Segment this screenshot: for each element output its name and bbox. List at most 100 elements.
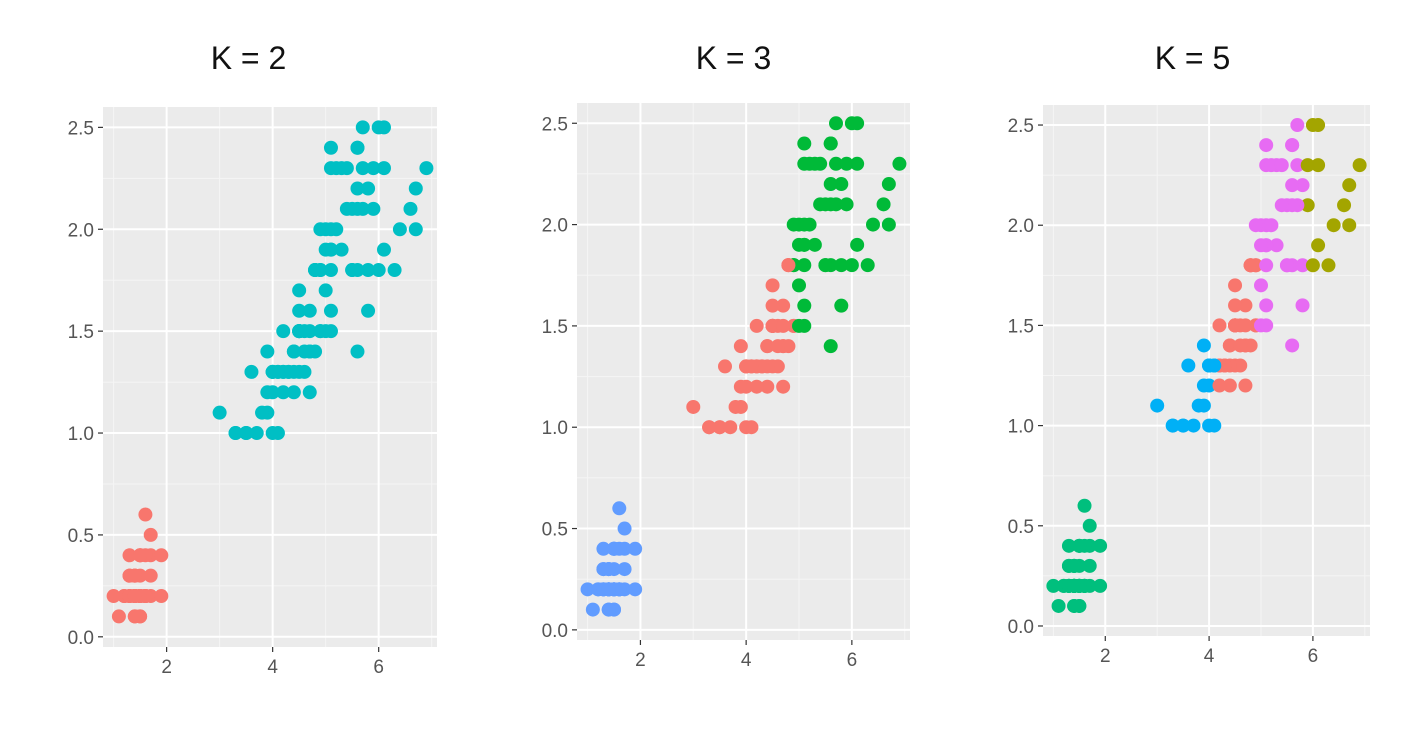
data-point: [596, 541, 611, 556]
data-point: [770, 339, 785, 354]
data-point: [323, 324, 338, 339]
data-point: [1295, 298, 1310, 313]
data-point: [255, 405, 270, 420]
scatter-plot-k2: 2 4 6 0.0 0.5 1.0 1.5 2.0 2.5: [68, 107, 437, 678]
data-point: [392, 222, 407, 237]
data-point: [1269, 238, 1284, 253]
data-point: [1072, 538, 1087, 553]
data-point: [760, 379, 775, 394]
data-point: [1212, 318, 1227, 333]
data-point: [818, 258, 833, 273]
x-tick-label: 2: [1100, 646, 1111, 667]
data-point: [270, 364, 285, 379]
data-point: [1196, 338, 1211, 353]
data-point: [1311, 158, 1326, 173]
data-point: [1082, 518, 1097, 533]
data-point: [876, 197, 891, 212]
data-point: [1290, 158, 1305, 173]
data-point: [797, 136, 812, 151]
data-point: [228, 426, 243, 441]
data-point: [1264, 218, 1279, 233]
data-point: [1217, 358, 1232, 373]
data-point: [1274, 158, 1289, 173]
data-point: [111, 609, 126, 624]
data-point: [1067, 598, 1082, 613]
data-point: [1311, 118, 1326, 133]
panel-k5: K = 5 2 4 6 0.0 0.5 1.0 1.5 2.0 2.5: [946, 0, 1419, 739]
y-tick-label: 2.5: [68, 118, 94, 139]
data-point: [127, 568, 142, 583]
data-point: [1285, 338, 1300, 353]
x-tick-label: 6: [847, 650, 858, 671]
data-point: [839, 197, 854, 212]
data-point: [802, 217, 817, 232]
y-tick-label: 0.0: [68, 628, 94, 649]
y-tick-label: 2.5: [1008, 116, 1034, 137]
y-tick-label: 2.0: [1008, 216, 1034, 237]
data-point: [1186, 418, 1201, 433]
data-point: [1259, 298, 1274, 313]
chart-title: K = 5: [1154, 40, 1231, 76]
data-point: [1238, 298, 1253, 313]
data-point: [345, 263, 360, 278]
data-point: [1207, 418, 1222, 433]
data-point: [834, 177, 849, 192]
scatter-plot-k5: 2 4 6 0.0 0.5 1.0 1.5 2.0 2.5: [1008, 105, 1370, 667]
data-point: [892, 156, 907, 171]
data-point: [792, 237, 806, 252]
data-point: [122, 548, 137, 563]
data-point: [350, 201, 365, 216]
data-point: [286, 344, 301, 359]
data-point: [786, 217, 801, 232]
data-point: [318, 283, 333, 298]
data-point: [1082, 558, 1097, 573]
data-point: [1326, 218, 1341, 233]
data-point: [776, 379, 791, 394]
data-point: [744, 420, 759, 435]
data-point: [408, 181, 423, 196]
data-point: [702, 420, 717, 435]
data-point: [212, 405, 227, 420]
data-point: [1259, 258, 1274, 273]
data-point: [749, 379, 764, 394]
data-point: [302, 303, 317, 318]
data-point: [1342, 218, 1357, 233]
y-tick-label: 0.0: [1008, 617, 1034, 638]
data-point: [1181, 358, 1196, 373]
data-point: [770, 359, 785, 374]
data-point: [260, 344, 275, 359]
data-point: [318, 242, 333, 257]
y-tick-label: 0.5: [68, 526, 94, 547]
data-point: [612, 501, 627, 516]
data-point: [292, 283, 307, 298]
data-point: [823, 177, 838, 192]
x-tick-label: 2: [635, 650, 646, 671]
panel-k3: K = 3 2 4 6 0.0 0.5 1.0 1.5 2.0 2.5: [473, 0, 946, 739]
data-point: [797, 298, 812, 313]
data-point: [143, 568, 158, 583]
chart-title: K = 2: [210, 40, 287, 76]
data-point: [1165, 418, 1180, 433]
data-point: [376, 161, 391, 176]
data-point: [686, 399, 701, 414]
data-point: [844, 258, 859, 273]
data-point: [329, 222, 344, 237]
data-point: [813, 156, 828, 171]
data-point: [308, 263, 323, 278]
data-point: [866, 217, 880, 232]
data-point: [1342, 178, 1357, 193]
data-point: [313, 222, 328, 237]
data-point: [339, 201, 354, 216]
data-point: [776, 298, 791, 313]
data-point: [850, 156, 865, 171]
data-point: [371, 263, 386, 278]
data-point: [1290, 118, 1305, 133]
data-point: [249, 426, 264, 441]
data-point: [601, 602, 616, 617]
data-point: [807, 237, 822, 252]
data-point: [823, 136, 838, 151]
data-point: [276, 385, 291, 400]
data-point: [1077, 498, 1092, 513]
data-point: [781, 339, 796, 354]
data-point: [376, 242, 391, 257]
